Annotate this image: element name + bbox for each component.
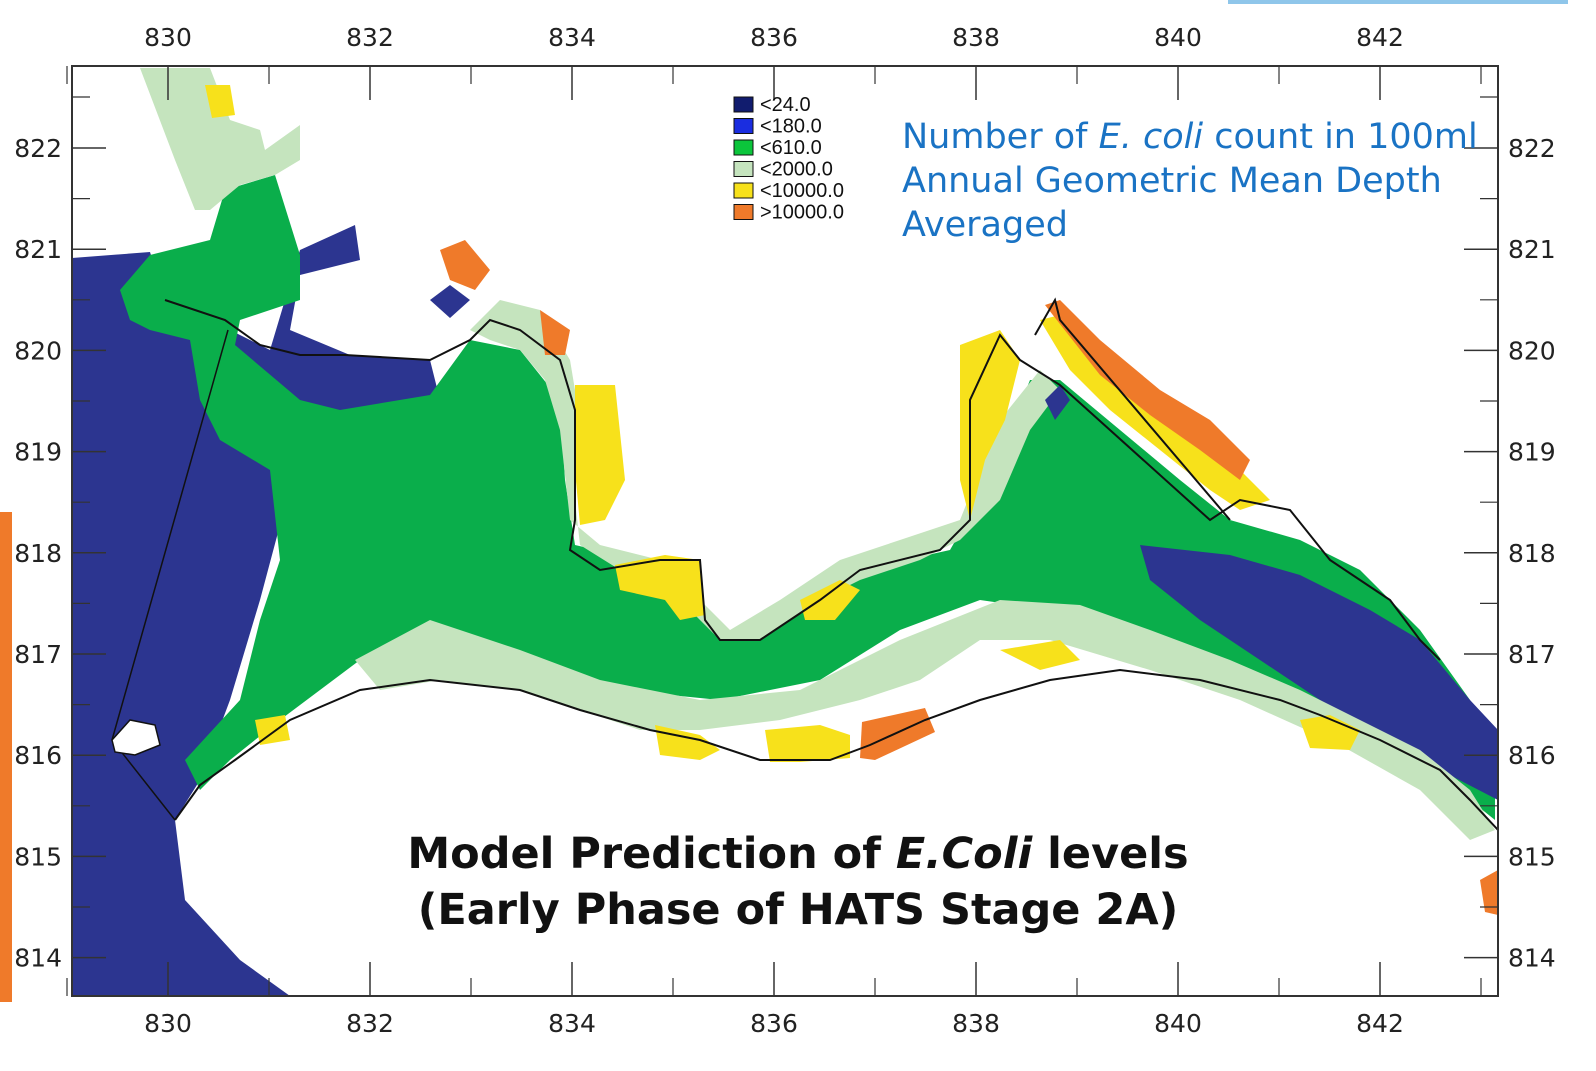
y-tick-label-right: 814 [1508,944,1556,973]
note-line-1: Number of E. coli count in 100ml [902,117,1478,157]
x-tick-label-top: 838 [952,23,1000,52]
y-axis-right: 822 821 820 819 818 817 816 815 814 [1464,96,1556,973]
yellow-patch-pier [615,555,705,620]
x-tick-label-bottom: 840 [1154,1009,1202,1038]
y-tick-label-left: 820 [14,336,62,365]
legend-swatch [733,204,754,220]
north-light-green-band [140,68,300,210]
harbour-green-region [120,175,1495,820]
blue-spot-east [1045,385,1070,420]
y-tick-label-left: 821 [14,235,62,264]
y-tick-label-right: 815 [1508,842,1556,871]
caption-line-1: Model Prediction of E.Coli levels [407,829,1188,879]
y-tick-label-left: 815 [14,842,62,871]
y-axis-left: 822 821 820 819 818 817 816 815 814 [14,96,106,973]
yellow-patch-north [205,85,235,118]
yellow-patch-east-shore [960,330,1020,520]
legend-swatch [733,96,754,113]
yellow-patch-south-3 [1000,640,1080,670]
x-tick-label-bottom: 830 [144,1009,192,1038]
plot-frame [71,65,1499,997]
left-accent-bar [0,512,12,1002]
x-tick-label-top: 840 [1154,23,1202,52]
yellow-patch-south-2 [765,725,850,762]
orange-patch-far-east [1480,870,1498,915]
y-tick-label-left: 814 [14,944,62,973]
ecoli-note: Number of E. coli count in 100ml Annual … [902,117,1478,245]
y-tick-label-right: 820 [1508,336,1556,365]
legend-swatch [733,182,754,199]
coastline-north [164,299,1441,661]
legend-label: >10000.0 [760,202,844,224]
yellow-patch-west [255,715,290,745]
blue-spot-pier [430,285,470,318]
yellow-patch-midshore [800,580,860,620]
orange-patch-reclamation [860,708,935,760]
y-tick-label-left: 818 [14,539,62,568]
coastline-south [174,668,1498,831]
legend-swatch [733,139,754,156]
y-tick-label-right: 818 [1508,539,1556,568]
x-tick-label-bottom: 842 [1356,1009,1404,1038]
x-axis-bottom: 830 832 834 836 838 840 842 [66,962,1482,1038]
north-shore-light-green [470,300,1060,640]
legend-label: <2000.0 [760,159,833,181]
caption-line-2: (Early Phase of HATS Stage 2A) [418,885,1179,935]
note-line-2: Annual Geometric Mean Depth [902,161,1442,201]
y-tick-label-right: 819 [1508,438,1556,467]
legend-label: <610.0 [760,137,822,159]
y-tick-label-right: 822 [1508,134,1556,163]
map-layers [72,68,1498,996]
x-tick-label-bottom: 834 [548,1009,596,1038]
south-light-green-band [355,600,1495,840]
x-tick-label-top: 830 [144,23,192,52]
top-accent-rule [1228,0,1568,4]
x-tick-label-top: 842 [1356,23,1404,52]
yellow-patch-southeast [1300,715,1360,750]
x-tick-label-bottom: 832 [346,1009,394,1038]
x-tick-label-top: 836 [750,23,798,52]
east-pier-outline [1034,297,1231,521]
legend-label: <180.0 [760,116,822,138]
y-tick-label-left: 817 [14,640,62,669]
y-tick-label-right: 816 [1508,741,1556,770]
map-caption: Model Prediction of E.Coli levels (Early… [407,829,1188,935]
legend-swatch [733,161,754,177]
x-tick-label-top: 834 [548,23,596,52]
orange-patch-north [440,240,490,290]
island-west [111,719,161,756]
y-tick-label-left: 816 [14,741,62,770]
yellow-patch-kowloon [575,385,625,525]
y-tick-label-right: 817 [1508,640,1556,669]
orange-patch-east-pier [1045,300,1250,480]
x-tick-label-bottom: 838 [952,1009,1000,1038]
east-water-region [1140,545,1498,800]
legend-label: <10000.0 [760,180,844,202]
y-tick-label-right: 821 [1508,235,1556,264]
legend-swatch [733,118,754,134]
y-tick-label-left: 819 [14,438,62,467]
x-tick-label-bottom: 836 [750,1009,798,1038]
x-tick-label-top: 832 [346,23,394,52]
note-line-3: Averaged [902,205,1068,245]
legend-label: <24.0 [760,94,811,116]
y-tick-label-left: 822 [14,134,62,163]
x-axis-top: 830 832 834 836 838 840 842 [66,23,1482,100]
orange-patch-kowloon [540,310,570,355]
legend: <24.0<180.0<610.0<2000.0<10000.0>10000.0 [733,94,844,224]
